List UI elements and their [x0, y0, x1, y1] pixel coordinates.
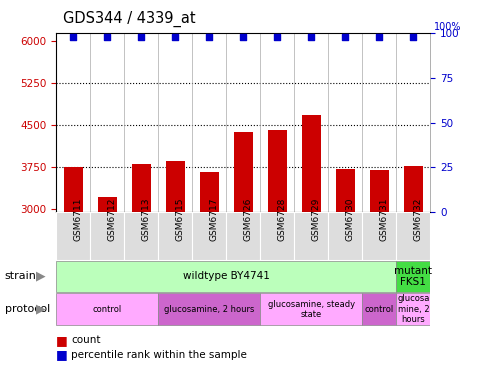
Bar	[362, 212, 395, 260]
Point	[239, 34, 246, 40]
Bar	[64, 167, 82, 212]
Bar	[90, 212, 124, 260]
Point	[375, 34, 383, 40]
Bar	[192, 212, 226, 260]
Bar	[369, 170, 388, 212]
Bar	[395, 261, 429, 292]
Bar	[294, 212, 327, 260]
Bar	[158, 294, 260, 325]
Text: ■: ■	[56, 334, 68, 347]
Text: glucosamine, steady
state: glucosamine, steady state	[267, 299, 354, 319]
Bar	[200, 172, 218, 212]
Point	[205, 34, 213, 40]
Text: GSM6712: GSM6712	[107, 198, 116, 241]
Bar	[267, 130, 286, 212]
Bar	[124, 212, 158, 260]
Text: glucosamine, 2 hours: glucosamine, 2 hours	[164, 305, 254, 314]
Text: GSM6732: GSM6732	[412, 198, 422, 241]
Bar	[301, 115, 320, 212]
Point	[69, 34, 77, 40]
Point	[408, 34, 416, 40]
Text: percentile rank within the sample: percentile rank within the sample	[71, 350, 246, 360]
Text: protocol: protocol	[5, 304, 50, 314]
Text: count: count	[71, 335, 100, 346]
Text: GDS344 / 4339_at: GDS344 / 4339_at	[63, 11, 196, 27]
Bar	[362, 294, 395, 325]
Text: mutant
FKS1: mutant FKS1	[393, 265, 431, 287]
Bar	[98, 197, 116, 212]
Text: GSM6729: GSM6729	[311, 198, 320, 241]
Text: control: control	[92, 305, 122, 314]
Point	[341, 34, 348, 40]
Text: control: control	[364, 305, 393, 314]
Text: GSM6731: GSM6731	[379, 198, 387, 241]
Text: glucosa
mine, 2
hours: glucosa mine, 2 hours	[396, 294, 428, 324]
Point	[273, 34, 281, 40]
Bar	[403, 166, 422, 212]
Text: GSM6715: GSM6715	[175, 198, 184, 241]
Bar	[327, 212, 362, 260]
Text: GSM6711: GSM6711	[73, 198, 82, 241]
Bar	[132, 164, 150, 212]
Bar	[260, 212, 294, 260]
Text: ■: ■	[56, 348, 68, 362]
Text: GSM6713: GSM6713	[141, 198, 150, 241]
Bar	[260, 294, 362, 325]
Point	[171, 34, 179, 40]
Text: GSM6717: GSM6717	[209, 198, 218, 241]
Text: 100%: 100%	[433, 22, 461, 32]
Bar	[56, 294, 158, 325]
Point	[307, 34, 315, 40]
Text: GSM6730: GSM6730	[345, 198, 354, 241]
Text: ▶: ▶	[36, 270, 45, 283]
Bar	[395, 294, 429, 325]
Text: GSM6726: GSM6726	[243, 198, 252, 241]
Point	[103, 34, 111, 40]
Bar	[158, 212, 192, 260]
Bar	[226, 212, 260, 260]
Bar	[395, 212, 429, 260]
Text: wildtype BY4741: wildtype BY4741	[183, 271, 269, 281]
Bar	[335, 169, 354, 212]
Text: ▶: ▶	[36, 303, 45, 316]
Bar	[165, 161, 184, 212]
Bar	[56, 212, 90, 260]
Text: strain: strain	[5, 271, 37, 281]
Point	[137, 34, 145, 40]
Bar	[233, 132, 252, 212]
Text: GSM6728: GSM6728	[277, 198, 285, 241]
